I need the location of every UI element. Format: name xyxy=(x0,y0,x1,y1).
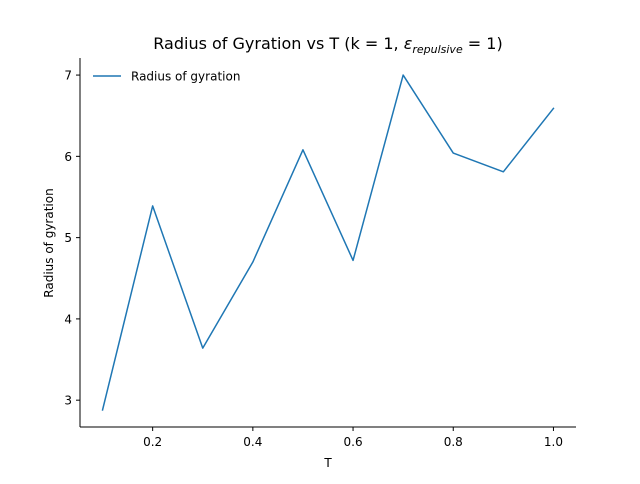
x-tick-label: 1.0 xyxy=(544,435,563,449)
y-tick-label: 5 xyxy=(64,231,72,245)
chart-title-subscript: repulsive xyxy=(412,43,463,56)
plot-area: 0.2 0.4 0.6 0.8 1.0 3 4 5 6 7 Radius of gyration xyxy=(64,58,576,449)
chart-title-symbol: ε xyxy=(404,34,413,53)
y-tick-label: 6 xyxy=(64,150,72,164)
x-tick-label: 0.2 xyxy=(143,435,162,449)
legend-label: Radius of gyration xyxy=(131,70,240,84)
chart-title: Radius of Gyration vs T (k = 1, εrepulsi… xyxy=(153,34,502,56)
y-tick-label: 4 xyxy=(64,312,72,326)
y-tick-label: 7 xyxy=(64,69,72,83)
x-tick-label: 0.6 xyxy=(344,435,363,449)
x-axis-label: T xyxy=(323,456,332,470)
x-tick-label: 0.4 xyxy=(243,435,262,449)
x-tick-label: 0.8 xyxy=(444,435,463,449)
chart-title-main: Radius of Gyration vs T (k = 1, xyxy=(153,34,403,53)
y-axis-label: Radius of gyration xyxy=(42,188,56,297)
series-line-0 xyxy=(101,74,555,411)
y-tick-label: 3 xyxy=(64,394,72,408)
chart-title-tail: = 1) xyxy=(463,34,503,53)
